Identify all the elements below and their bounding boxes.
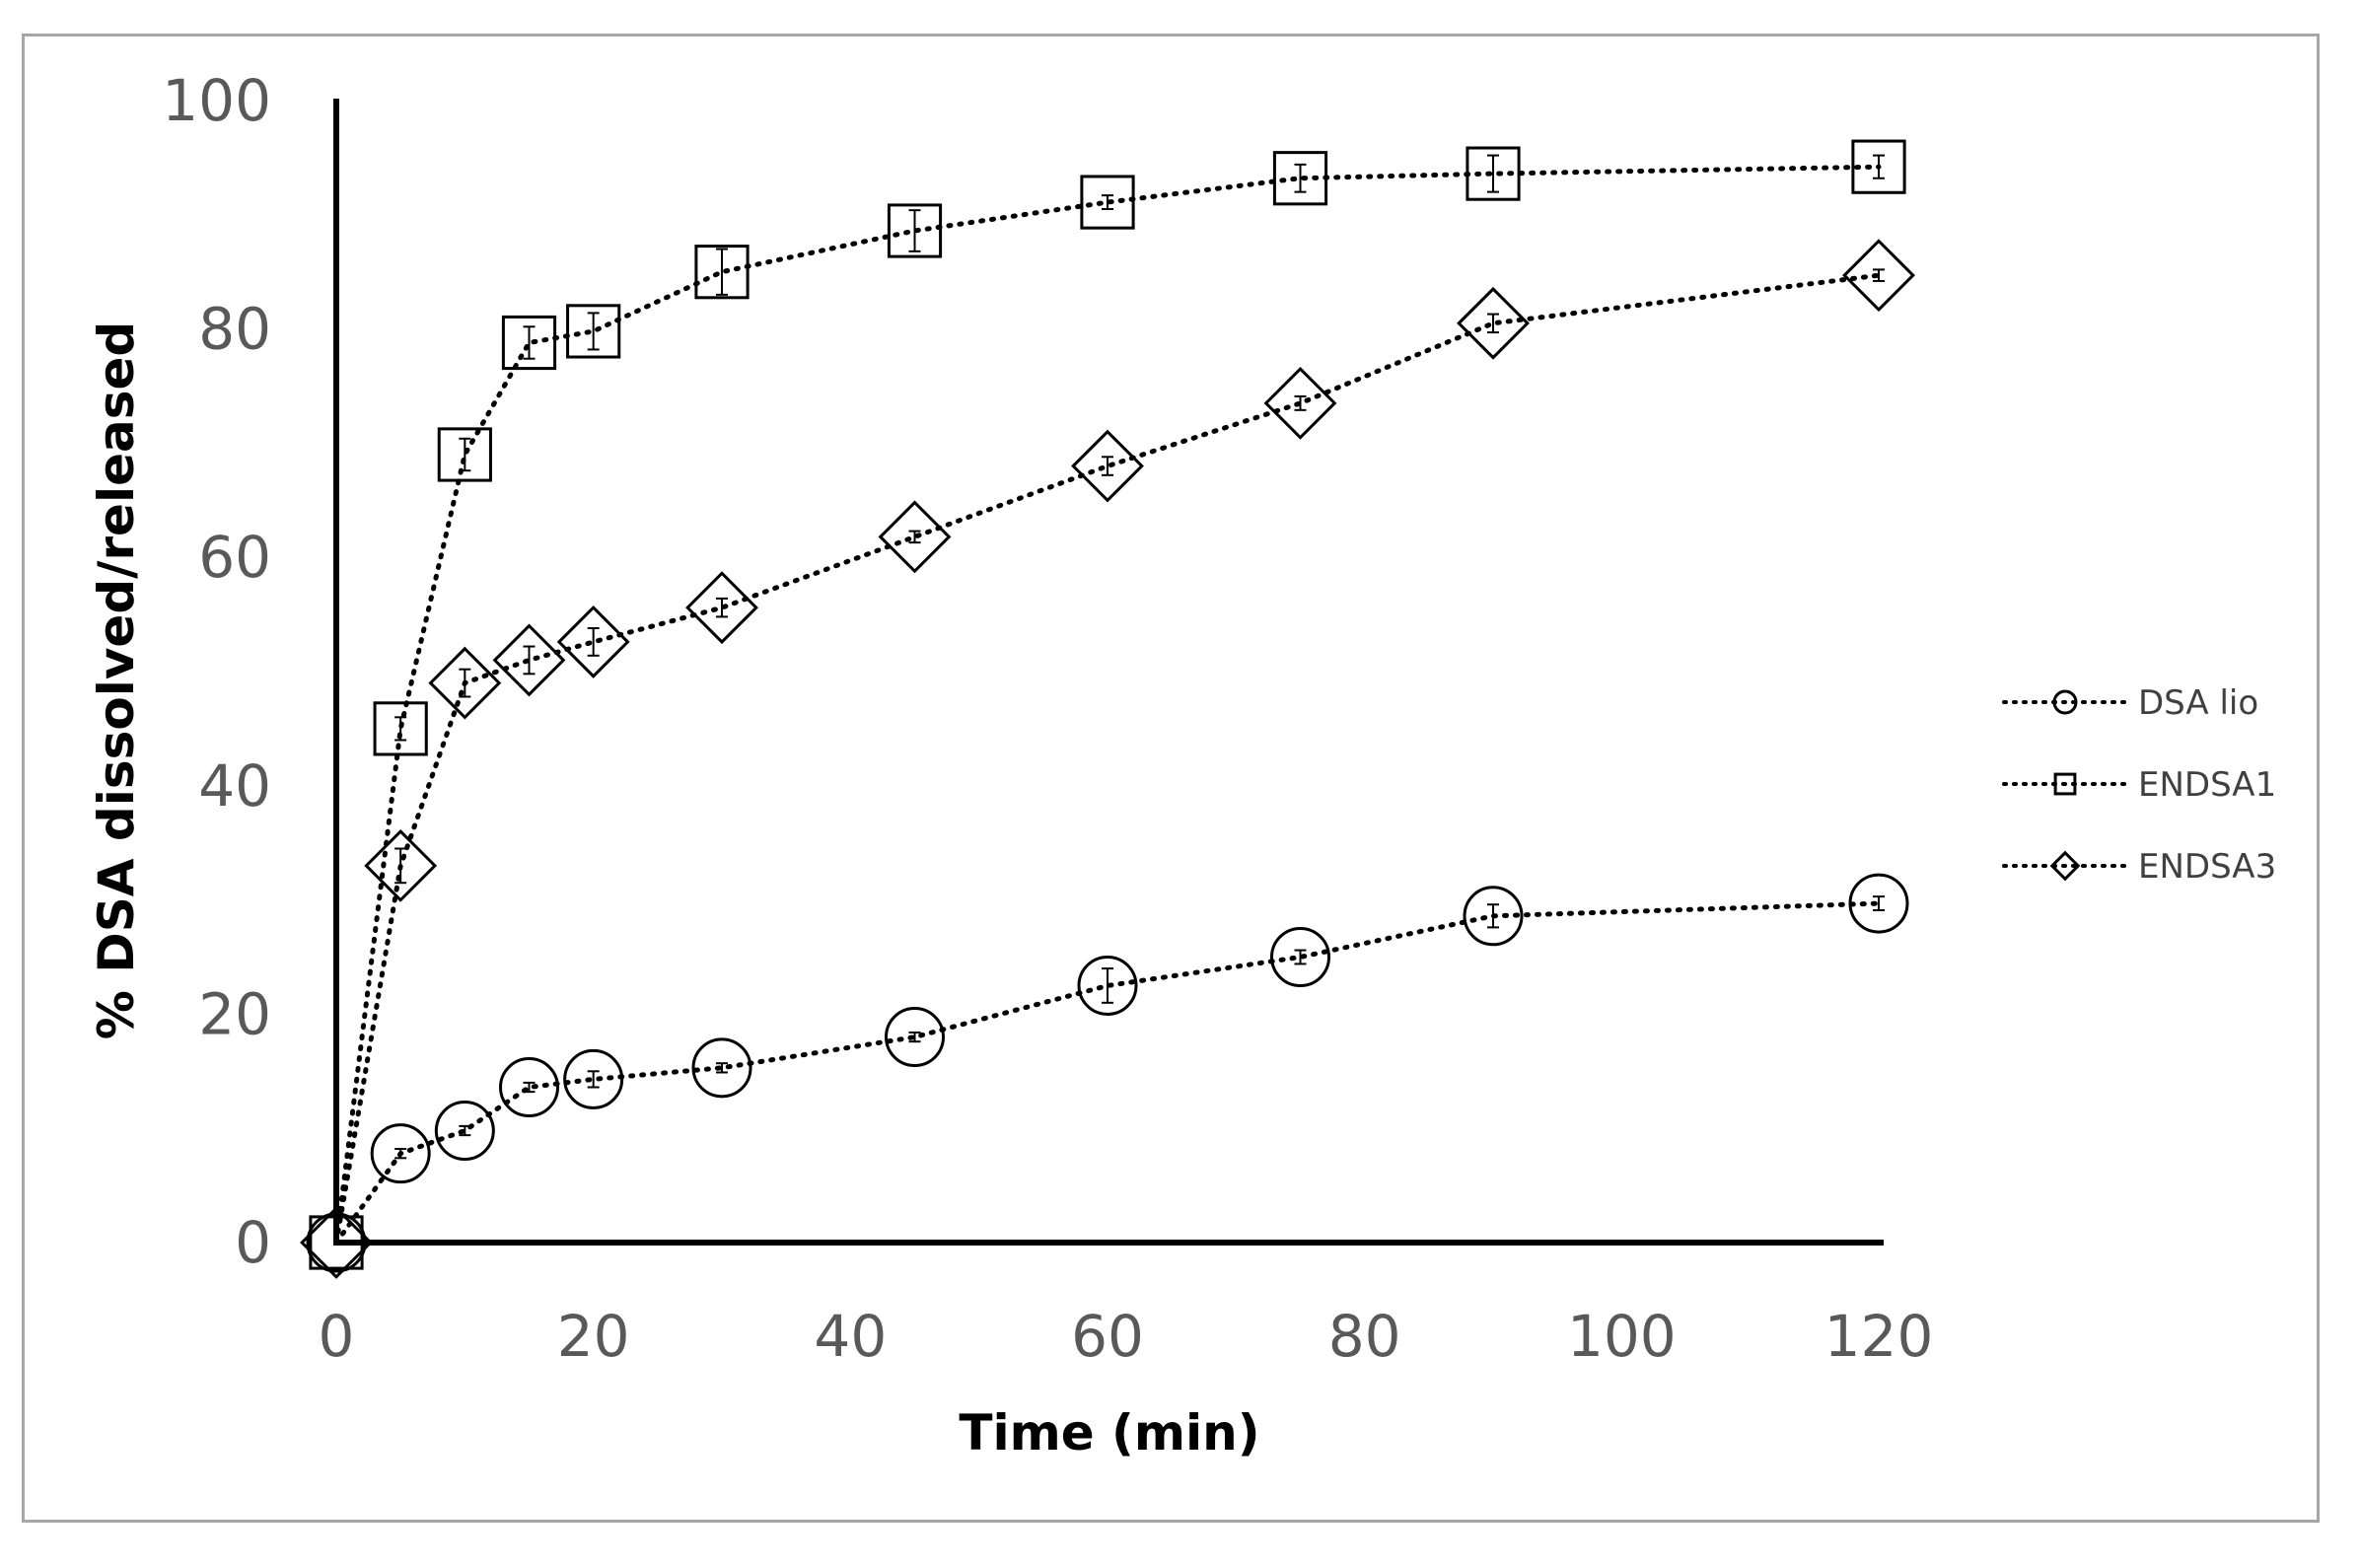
data-point: [428, 646, 502, 720]
legend-entry: ENDSA1: [2002, 765, 2276, 805]
legend-label: ENDSA3: [2138, 847, 2276, 887]
error-bar: [716, 248, 728, 296]
data-point: [370, 1123, 431, 1184]
data-point: [1071, 429, 1144, 503]
data-point: [1466, 146, 1521, 201]
data-point: [1272, 151, 1328, 206]
y-tick-label: 20: [198, 980, 271, 1047]
data-point: [306, 1212, 367, 1273]
y-axis-title: % DSA dissolved/released: [88, 321, 145, 1039]
data-point: [694, 245, 750, 300]
data-point: [691, 1037, 752, 1099]
error-bar: [459, 437, 471, 472]
series-line: [333, 272, 1882, 1246]
x-tick-label: 40: [814, 1303, 887, 1370]
data-point: [885, 1007, 945, 1068]
series-endsa3: [300, 239, 1915, 1279]
error-bar: [908, 530, 921, 544]
error-bar: [716, 597, 728, 618]
error-bar: [523, 325, 536, 360]
error-bar: [1487, 313, 1499, 334]
data-point: [364, 828, 438, 902]
legend-marker: [2049, 850, 2081, 882]
legend-entry: ENDSA3: [2002, 847, 2276, 887]
x-tick-label: 100: [1567, 1303, 1677, 1370]
error-bar: [587, 626, 600, 657]
series-endsa1: [309, 139, 1906, 1270]
error-bar: [523, 645, 536, 676]
data-point: [1848, 873, 1909, 934]
legend: DSA lio ENDSA1 ENDSA3: [2002, 683, 2276, 887]
legend-label: ENDSA1: [2138, 765, 2276, 805]
data-point: [309, 1215, 364, 1270]
error-bar: [1873, 268, 1885, 282]
data-point: [1842, 239, 1915, 313]
data-point: [1080, 175, 1135, 230]
data-point: [373, 701, 428, 756]
data-point: [685, 571, 758, 645]
error-bar: [1873, 895, 1885, 912]
axes: [333, 99, 1884, 1246]
x-tick-label: 60: [1071, 1303, 1144, 1370]
data-point: [563, 1048, 624, 1109]
y-tick-label: 100: [162, 67, 271, 134]
chart-frame: [22, 34, 2320, 1523]
data-point: [437, 427, 492, 482]
x-tick-label: 80: [1328, 1303, 1401, 1370]
data-point: [300, 1206, 373, 1279]
series-line: [333, 900, 1882, 1246]
plot-series: [300, 139, 1915, 1279]
error-bar: [716, 1062, 728, 1074]
data-point: [1270, 927, 1330, 987]
y-tick-label: 60: [198, 524, 271, 591]
legend-marker: [2053, 772, 2077, 796]
error-bar: [523, 1081, 536, 1094]
x-tick-label: 20: [557, 1303, 630, 1370]
series-line: [333, 164, 1882, 1246]
data-point: [1263, 366, 1337, 440]
y-tick-label: 80: [198, 296, 271, 363]
error-bar: [394, 847, 407, 885]
error-bar: [1873, 154, 1885, 179]
error-bar: [1487, 903, 1499, 929]
error-bar: [1102, 967, 1113, 1004]
error-bar: [587, 1070, 600, 1089]
legend-entry: DSA lio: [2002, 683, 2258, 723]
error-bar: [1294, 949, 1307, 965]
data-point: [887, 203, 943, 258]
error-bar: [394, 1148, 407, 1160]
data-point: [1077, 955, 1138, 1016]
error-bar: [1294, 394, 1307, 411]
x-tick-label: 0: [319, 1303, 355, 1370]
data-point: [499, 1057, 559, 1118]
error-bar: [908, 209, 921, 252]
data-point: [1457, 286, 1530, 360]
error-bar: [1294, 163, 1307, 193]
data-point: [1851, 139, 1906, 194]
legend-label: DSA lio: [2138, 683, 2258, 723]
error-bar: [1487, 154, 1499, 193]
legend-marker: [2052, 689, 2078, 715]
data-point: [501, 315, 557, 371]
error-bar: [459, 668, 471, 698]
data-point: [556, 605, 630, 678]
data-point: [1463, 886, 1524, 947]
y-tick-label: 40: [198, 752, 271, 820]
data-point: [434, 1101, 495, 1162]
data-point: [566, 304, 621, 359]
error-bar: [459, 1124, 471, 1137]
data-point: [878, 500, 952, 574]
data-point: [492, 623, 566, 697]
error-bar: [1102, 456, 1113, 476]
tick-labels: 0 20 40 60 80 100 120 0 20 40 60 80 100: [162, 67, 1933, 1370]
y-tick-label: 0: [235, 1209, 271, 1276]
error-bar: [1102, 194, 1113, 211]
error-bar: [908, 1031, 921, 1043]
x-axis-title: Time (min): [959, 1404, 1259, 1461]
error-bar: [394, 716, 407, 742]
x-tick-label: 120: [1824, 1303, 1934, 1370]
error-bar: [587, 312, 600, 351]
series-dsa-lio: [306, 873, 1909, 1273]
